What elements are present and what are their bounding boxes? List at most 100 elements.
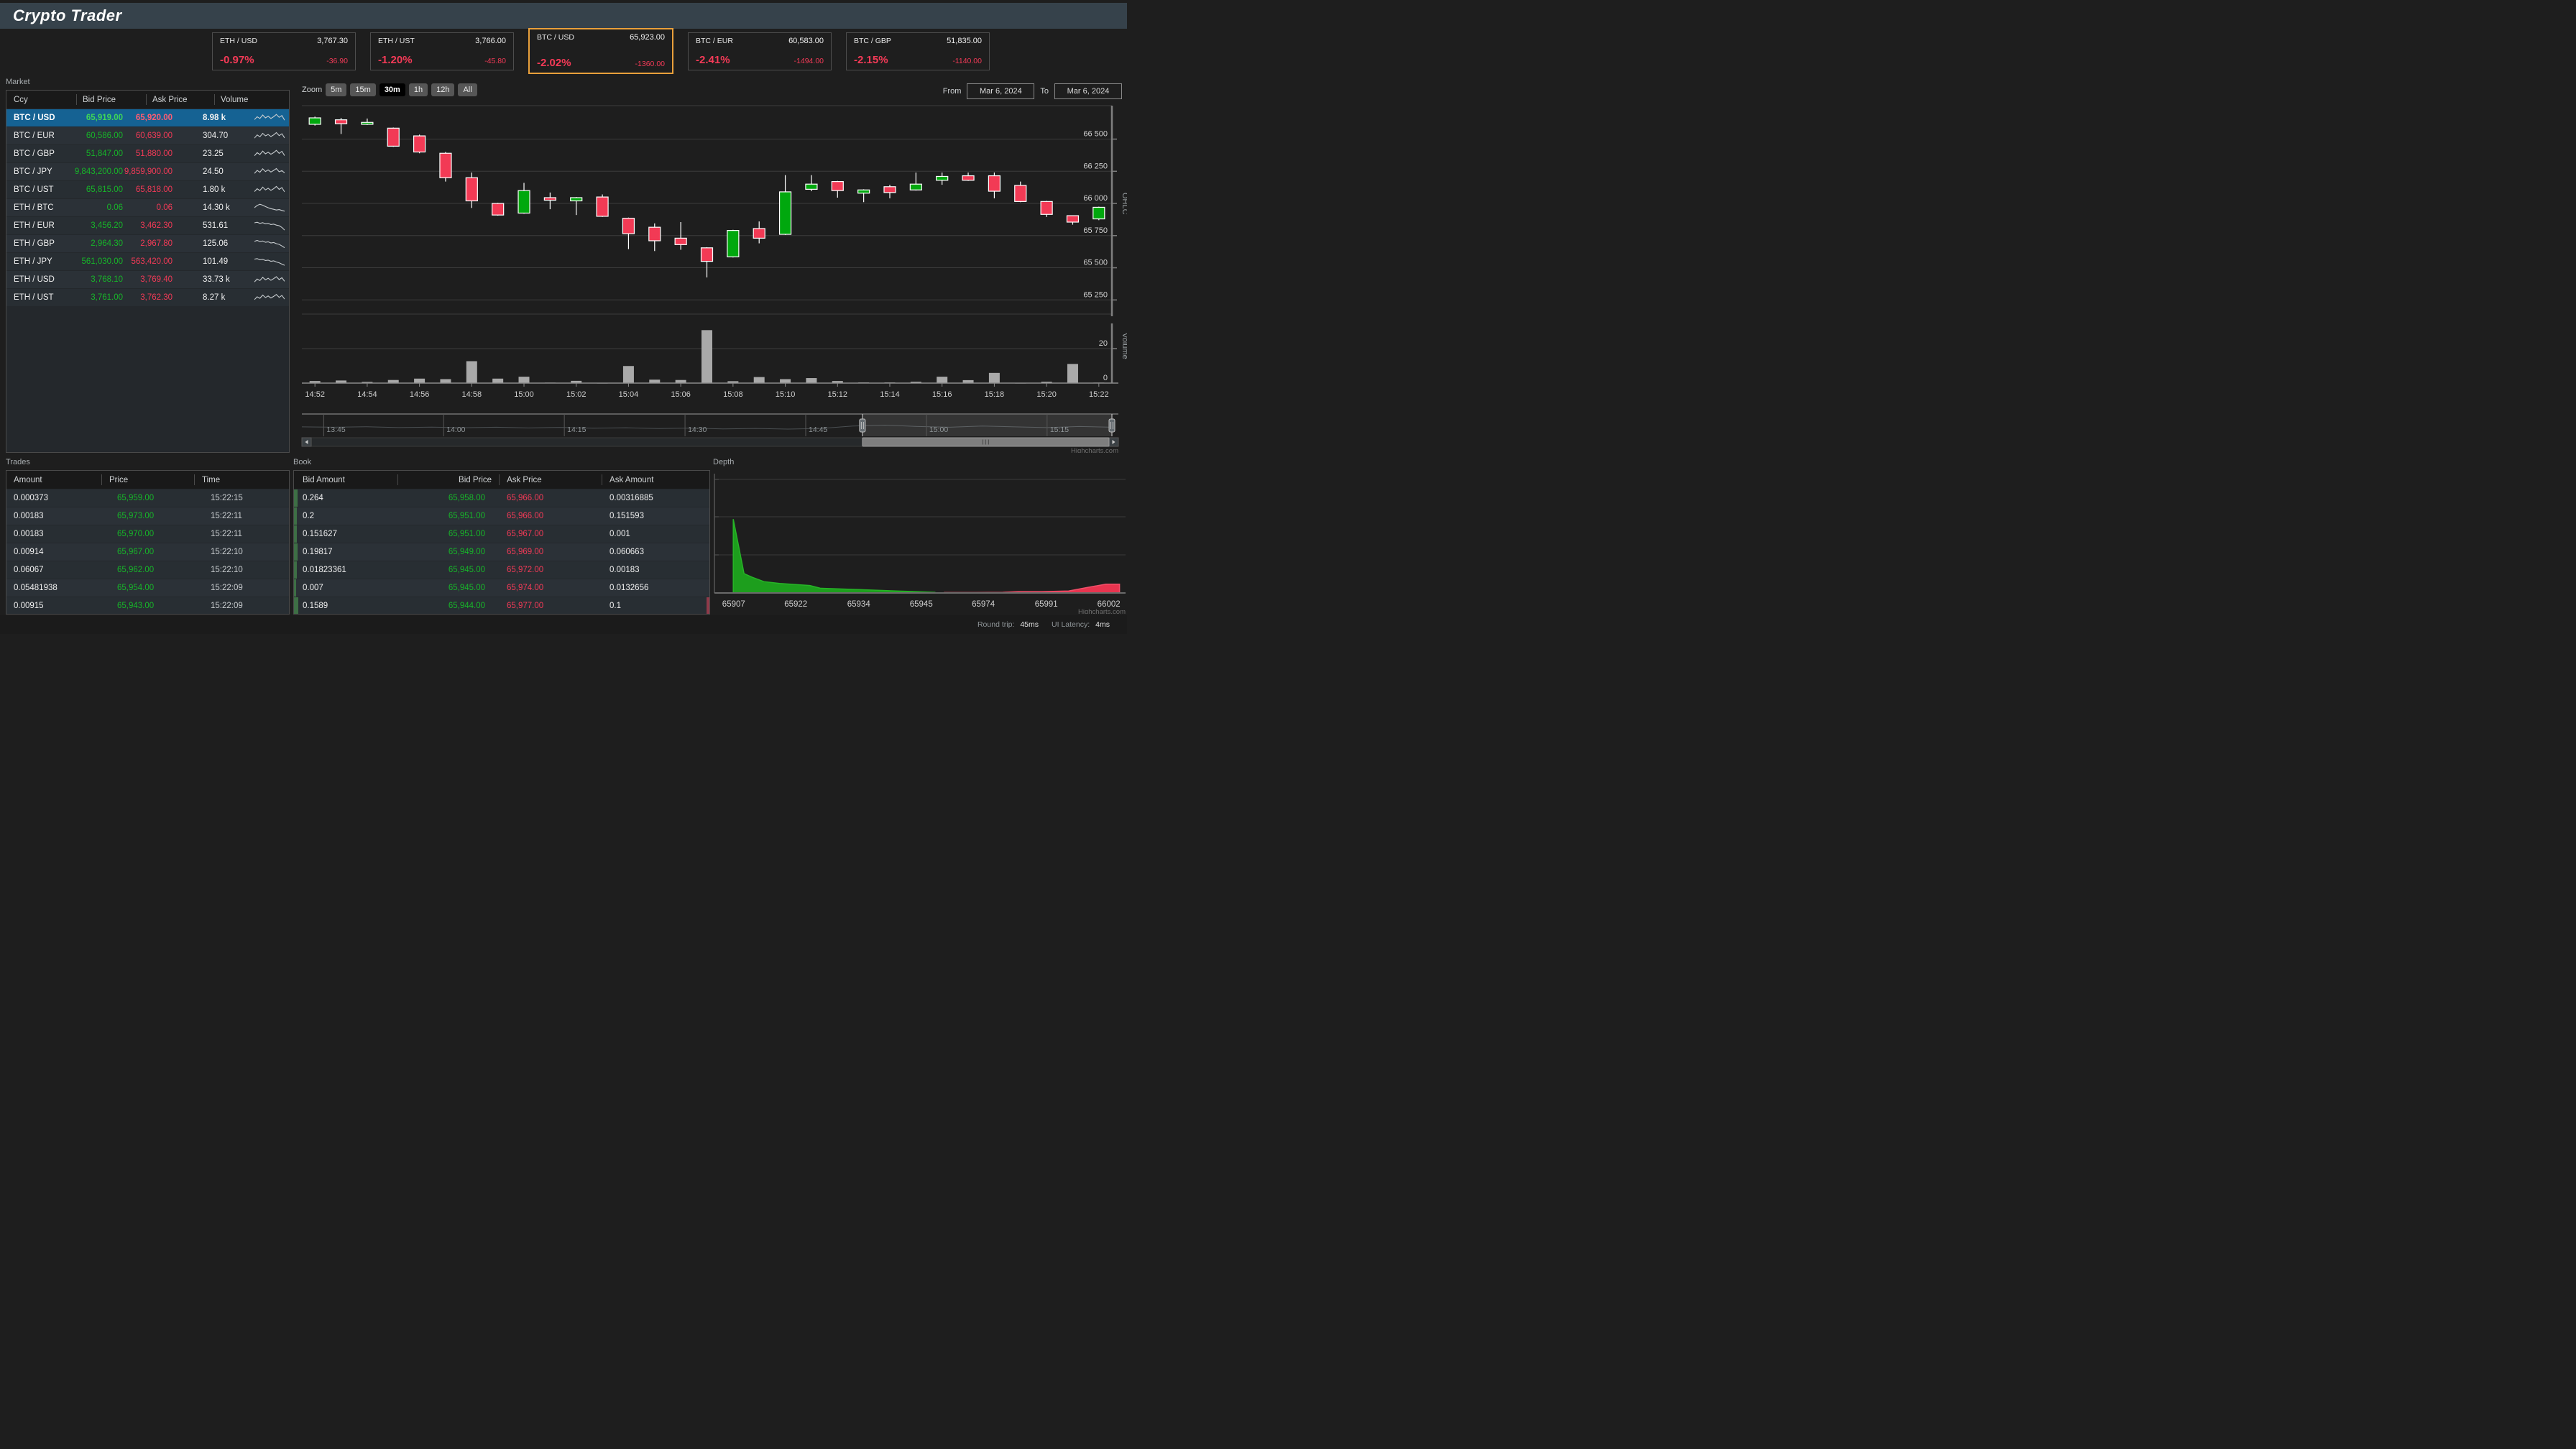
ticker-card-ethust[interactable]: ETH / UST 3,766.00 -1.20% -45.80 — [370, 32, 514, 70]
market-row-btcjpy[interactable]: BTC / JPY 9,843,200.00 9,859,900.00 24.50 — [6, 163, 289, 180]
book-ask-price: 65,974.00 — [507, 584, 544, 592]
volume-bar — [1041, 382, 1052, 383]
ticker-card-btceur[interactable]: BTC / EUR 60,583.00 -2.41% -1494.00 — [688, 32, 832, 70]
depth-bids-area — [732, 519, 936, 594]
ticker-pair: ETH / UST — [378, 36, 415, 45]
ticker-card-btcgbp[interactable]: BTC / GBP 51,835.00 -2.15% -1140.00 — [846, 32, 990, 70]
to-date-input[interactable] — [1054, 83, 1122, 99]
candle-body — [1040, 201, 1053, 215]
book-bid-amount: 0.01823361 — [303, 566, 346, 574]
candle-body — [674, 237, 687, 245]
x-axis-label: 15:02 — [566, 390, 586, 399]
market-ask-price: 3,762.30 — [140, 293, 172, 302]
trades-panel: Trades Amount Price Time 0.000373 65,959.00… — [6, 458, 290, 615]
ticker-card-bottom: -0.97% -36.90 — [220, 54, 348, 66]
candle-body — [308, 117, 321, 125]
highcharts-credit[interactable]: Highcharts.com — [1071, 447, 1118, 453]
market-col-ask-price: Ask Price — [146, 94, 214, 105]
trade-time: 15:22:10 — [211, 566, 243, 574]
book-bid-amount: 0.151627 — [303, 530, 337, 538]
sparkline-chart — [254, 114, 285, 121]
candle-body — [622, 218, 635, 234]
candle-body — [727, 230, 740, 257]
candle-body — [962, 175, 975, 181]
left-arrow-icon — [305, 440, 308, 444]
market-pair: ETH / GBP — [14, 239, 55, 248]
x-axis-label: 15:20 — [1036, 390, 1057, 399]
trade-time: 15:22:15 — [211, 494, 243, 502]
round-trip-label: Round trip: — [977, 620, 1015, 629]
book-bid-price: 65,945.00 — [448, 584, 485, 592]
ticker-card-ethusd[interactable]: ETH / USD 3,767.30 -0.97% -36.90 — [212, 32, 356, 70]
market-row-btcust[interactable]: BTC / UST 65,815.00 65,818.00 1.80 k — [6, 181, 289, 198]
trade-row: 0.06067 65,962.00 15:22:10 — [6, 561, 289, 579]
market-bid-price: 60,586.00 — [86, 132, 123, 140]
ticker-card-bottom: -2.15% -1140.00 — [854, 54, 982, 66]
book-title: Book — [293, 458, 312, 466]
market-ask-price: 3,769.40 — [140, 275, 172, 284]
ticker-card-btcusd[interactable]: BTC / USD 65,923.00 -2.02% -1360.00 — [528, 28, 673, 74]
ticker-pair: BTC / GBP — [854, 36, 891, 45]
trade-amount: 0.00915 — [14, 602, 44, 610]
volume-bar — [780, 379, 791, 383]
zoom-button-all[interactable]: All — [458, 83, 477, 96]
book-ask-amount: 0.0132656 — [610, 584, 649, 592]
volume-bar — [622, 366, 634, 383]
market-row-btcgbp[interactable]: BTC / GBP 51,847.00 51,880.00 23.25 — [6, 145, 289, 162]
volume-bar — [649, 380, 661, 383]
zoom-button-30m[interactable]: 30m — [379, 83, 405, 96]
market-col-volume: Volume — [214, 94, 284, 105]
sparkline-chart — [254, 276, 285, 282]
market-row-ethusd[interactable]: ETH / USD 3,768.10 3,769.40 33.73 k — [6, 271, 289, 288]
bid-depth-bar — [294, 597, 298, 614]
navigator-time-label: 13:45 — [326, 426, 345, 434]
market-row-ethgbp[interactable]: ETH / GBP 2,964.30 2,967.80 125.06 — [6, 235, 289, 252]
trade-amount: 0.05481938 — [14, 584, 58, 592]
market-row-ethust[interactable]: ETH / UST 3,761.00 3,762.30 8.27 k — [6, 289, 289, 306]
x-axis-label: 15:06 — [671, 390, 691, 399]
candle-body — [988, 175, 1001, 192]
zoom-button-5m[interactable]: 5m — [326, 83, 347, 96]
highcharts-credit[interactable]: Highcharts.com — [1078, 608, 1126, 614]
market-ask-price: 51,880.00 — [135, 150, 172, 158]
zoom-button-1h[interactable]: 1h — [408, 83, 428, 96]
trades-table-header: Amount Price Time — [6, 471, 289, 489]
volume-bar — [571, 380, 582, 383]
volume-bar — [806, 378, 817, 383]
volume-bar — [362, 382, 373, 383]
market-pair: BTC / USD — [14, 114, 55, 122]
bid-depth-bar — [294, 561, 297, 579]
navigator-handle-left[interactable] — [859, 418, 866, 433]
market-row-btceur[interactable]: BTC / EUR 60,586.00 60,639.00 304.70 — [6, 127, 289, 144]
navigator-time-label: 14:00 — [446, 426, 465, 434]
zoom-button-15m[interactable]: 15m — [350, 83, 376, 96]
from-date-input[interactable] — [967, 83, 1035, 99]
market-ask-price: 2,967.80 — [140, 239, 172, 248]
x-axis-label: 15:18 — [985, 390, 1005, 399]
navigator-time-label: 14:30 — [688, 426, 707, 434]
ticker-price: 51,835.00 — [947, 36, 982, 45]
zoom-button-12h[interactable]: 12h — [431, 83, 455, 96]
sparkline-path — [254, 150, 285, 157]
trade-row: 0.00183 65,973.00 15:22:11 — [6, 507, 289, 525]
trade-time: 15:22:09 — [211, 584, 243, 592]
navigator-selected-range[interactable] — [862, 415, 1112, 436]
market-row-ethbtc[interactable]: ETH / BTC 0.06 0.06 14.30 k — [6, 199, 289, 216]
sparkline-path — [254, 185, 285, 193]
candle-body — [778, 191, 792, 235]
volume-bar — [466, 361, 477, 383]
market-col-ccy: Ccy — [14, 95, 28, 104]
volume-bar — [753, 377, 765, 383]
market-row-btcusd[interactable]: BTC / USD 65,919.00 65,920.00 8.98 k — [6, 109, 289, 126]
market-volume: 23.25 — [203, 150, 224, 158]
book-row: 0.151627 65,951.00 65,967.00 0.001 — [294, 525, 709, 543]
market-bid-price: 65,815.00 — [86, 185, 123, 194]
navigator-handle-right[interactable] — [1108, 418, 1116, 433]
book-ask-amount: 0.00183 — [610, 566, 640, 574]
ohlc-axis-title: OHLC — [1121, 193, 1127, 215]
market-row-ethjpy[interactable]: ETH / JPY 561,030.00 563,420.00 101.49 — [6, 253, 289, 270]
trade-price: 65,962.00 — [117, 566, 155, 574]
market-row-etheur[interactable]: ETH / EUR 3,456.20 3,462.30 531.61 — [6, 217, 289, 234]
market-ask-price: 563,420.00 — [131, 257, 172, 266]
candle-body — [439, 152, 452, 178]
